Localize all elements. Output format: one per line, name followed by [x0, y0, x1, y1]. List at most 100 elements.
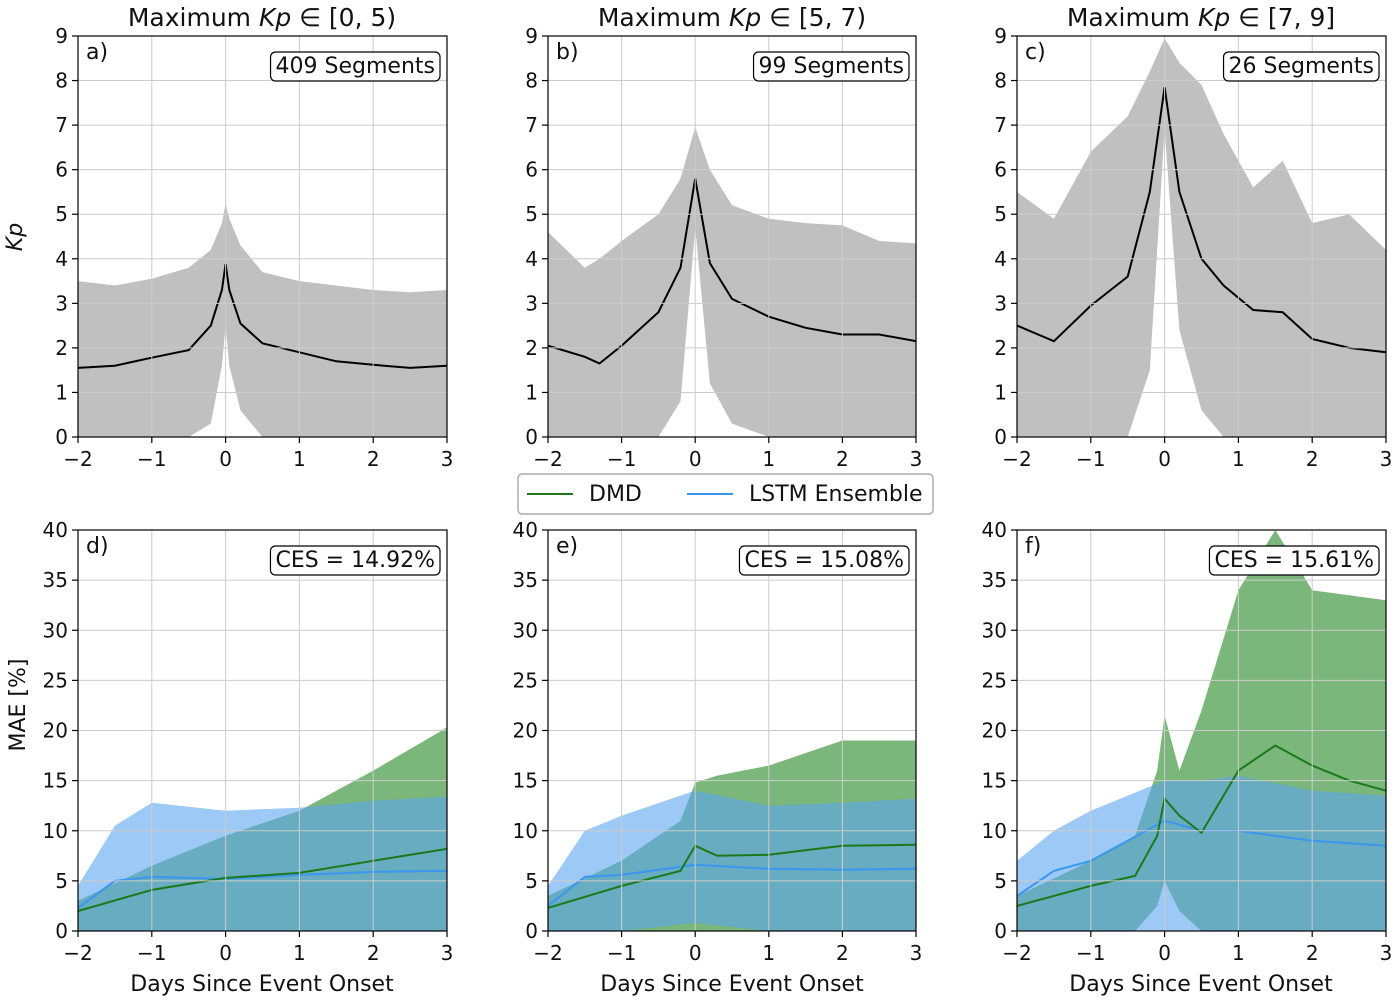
annotation-frame	[1222, 51, 1380, 82]
x-tick-label: 1	[1232, 447, 1245, 471]
panel-title-c: Maximum Kp ∈ [7, 9]	[1067, 3, 1335, 32]
y-tick-label: 25	[513, 668, 538, 692]
annotation-box: 26 Segments	[1222, 51, 1380, 82]
x-tick-label: 0	[1158, 941, 1171, 965]
y-tick-label: 9	[525, 24, 538, 48]
title-variable: Kp	[1198, 3, 1230, 32]
y-tick-label: 9	[55, 24, 68, 48]
annotation-box: 99 Segments	[752, 51, 910, 82]
x-tick-label: −1	[1076, 941, 1105, 965]
title-prefix: Maximum	[128, 3, 259, 32]
x-tick-label: 3	[910, 941, 923, 965]
kp-range-band	[1017, 38, 1386, 437]
annotation-box: CES = 14.92%	[269, 545, 441, 576]
panel-title-a: Maximum Kp ∈ [0, 5)	[128, 3, 396, 32]
x-tick-label: 1	[293, 447, 306, 471]
x-tick-label: 0	[689, 941, 702, 965]
y-axis-label-mae: MAE [%]	[6, 659, 31, 752]
x-tick-label: −2	[1002, 447, 1031, 471]
lstm-range-band	[1017, 775, 1386, 931]
legend-label-dmd: DMD	[589, 482, 642, 507]
y-tick-label: 7	[525, 113, 538, 137]
panel-letter: e)	[556, 534, 578, 559]
axes-frame	[547, 35, 917, 438]
x-tick-label: 2	[367, 941, 380, 965]
x-tick-label: 2	[836, 447, 849, 471]
x-tick-label: 2	[1306, 447, 1319, 471]
x-tick-label: −1	[1076, 447, 1105, 471]
x-tick-label: 3	[1380, 941, 1393, 965]
axes-frame	[1016, 35, 1387, 438]
panel-letter: d)	[86, 534, 109, 559]
y-tick-label: 30	[513, 618, 538, 642]
x-tick-label: −2	[533, 941, 562, 965]
title-range: ∈ [5, 7)	[761, 3, 866, 32]
x-tick-label: 2	[1306, 941, 1319, 965]
x-tick-label: 0	[219, 447, 232, 471]
plot-area	[78, 727, 447, 931]
x-tick-label: 3	[441, 941, 454, 965]
y-axis-label-kp: Kp	[3, 223, 28, 251]
annotation-text: CES = 15.08%	[744, 548, 904, 573]
y-tick-label: 10	[982, 819, 1007, 843]
y-tick-label: 5	[994, 202, 1007, 226]
title-variable: Kp	[259, 3, 291, 32]
y-tick-label: 2	[525, 336, 538, 360]
lstm-mean-line	[1017, 819, 1386, 897]
kp-range-band	[548, 127, 916, 437]
kp-mean-line	[548, 178, 916, 365]
dmd-mean-line	[548, 843, 916, 909]
y-tick-label: 35	[513, 568, 538, 592]
y-tick-label: 1	[55, 380, 68, 404]
x-tick-label: 2	[836, 941, 849, 965]
annotation-text: 409 Segments	[276, 54, 435, 79]
title-prefix: Maximum	[598, 3, 729, 32]
annotation-text: CES = 14.92%	[275, 548, 435, 573]
annotation-frame	[752, 51, 910, 82]
x-tick-label: 0	[1158, 447, 1171, 471]
legend-label-lstm: LSTM Ensemble	[749, 482, 923, 507]
lstm-range-band	[78, 796, 447, 931]
y-tick-label: 5	[55, 202, 68, 226]
title-range: ∈ [7, 9]	[1230, 3, 1335, 32]
y-tick-label: 6	[55, 158, 68, 182]
y-tick-label: 10	[513, 819, 538, 843]
annotation-box: 409 Segments	[269, 51, 441, 82]
y-tick-label: 30	[43, 618, 68, 642]
x-tick-label: 1	[762, 941, 775, 965]
panel-letter: b)	[556, 40, 579, 65]
x-tick-label: −2	[63, 447, 92, 471]
y-tick-label: 7	[994, 113, 1007, 137]
kp-mean-line	[1017, 87, 1386, 354]
y-tick-label: 0	[525, 425, 538, 449]
y-tick-label: 8	[525, 69, 538, 93]
panel-c-kp: −2 −1 0 1 2 3 0 1 2 3 4 5 6 7 8 9 c) 26 Segments	[994, 24, 1392, 471]
plot-area	[548, 127, 916, 437]
plot-area	[548, 740, 916, 931]
y-tick-label: 20	[43, 719, 68, 743]
annotation-text: CES = 15.61%	[1214, 548, 1374, 573]
y-tick-label: 15	[982, 769, 1007, 793]
axes-frame	[77, 35, 448, 438]
x-tick-label: 3	[441, 447, 454, 471]
x-tick-label: −2	[1002, 941, 1031, 965]
y-tick-label: 9	[994, 24, 1007, 48]
x-tick-label: −1	[607, 941, 636, 965]
annotation-frame	[738, 545, 910, 576]
y-tick-label: 1	[994, 380, 1007, 404]
x-tick-label: −2	[63, 941, 92, 965]
annotation-box: CES = 15.61%	[1208, 545, 1380, 576]
y-tick-label: 3	[525, 291, 538, 315]
x-axis-label-d: Days Since Event Onset	[130, 972, 394, 997]
x-tick-label: 1	[1232, 941, 1245, 965]
y-tick-label: 10	[43, 819, 68, 843]
x-axis-label-e: Days Since Event Onset	[600, 972, 864, 997]
x-tick-label: 0	[689, 447, 702, 471]
y-tick-label: 20	[513, 719, 538, 743]
x-tick-label: 3	[910, 447, 923, 471]
panel-a-kp: −2 −1 0 1 2 3 0 1 2 3 4 5 6 7 8 9 a) 409 Segments	[55, 24, 453, 471]
y-tick-label: 3	[55, 291, 68, 315]
